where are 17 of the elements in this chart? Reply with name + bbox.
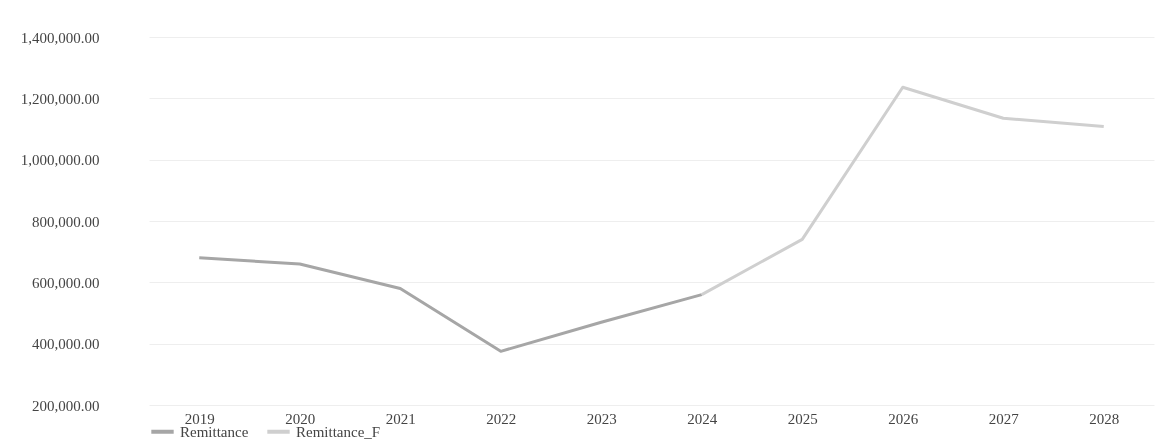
x-tick-label: 2021: [385, 410, 416, 427]
y-tick-label: 600,000.00: [32, 274, 100, 291]
y-tick-label: 200,000.00: [32, 397, 100, 414]
y-tick-label: 1,200,000.00: [20, 90, 100, 107]
x-tick-label: 2027: [988, 410, 1020, 427]
x-tick-label: 2026: [888, 410, 919, 427]
y-tick-label: 1,000,000.00: [20, 152, 100, 169]
line-series: [700, 85, 1106, 297]
x-tick-label: 2024: [687, 410, 718, 427]
y-tick-label: 400,000.00: [32, 336, 100, 353]
x-tick-label: 2028: [1089, 410, 1120, 427]
line-series: [197, 256, 704, 353]
y-tick-label: 800,000.00: [32, 213, 100, 230]
x-tick-label: 2022: [486, 410, 517, 427]
x-tick-label: 2025: [787, 410, 818, 427]
y-tick-label: 1,400,000.00: [20, 29, 100, 46]
x-tick-label: 2023: [586, 410, 617, 427]
